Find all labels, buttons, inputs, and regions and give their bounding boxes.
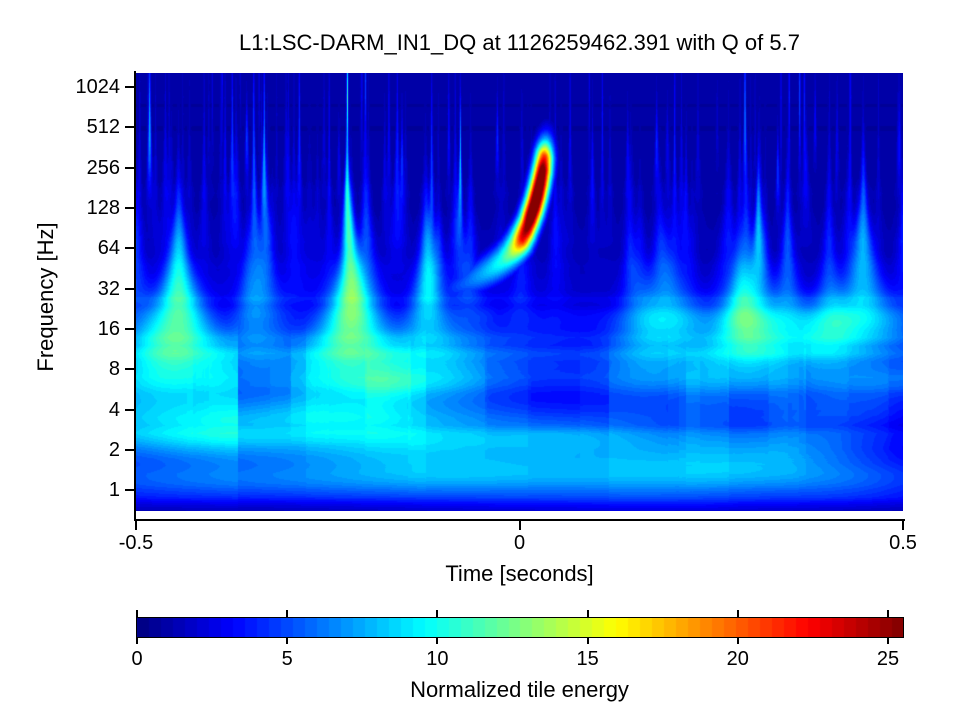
y-tick-label: 2 — [108, 438, 120, 461]
y-tick — [125, 247, 135, 250]
y-tick — [125, 166, 135, 169]
y-tick-label: 512 — [86, 116, 120, 139]
figure-title: L1:LSC-DARM_IN1_DQ at 1126259462.391 wit… — [239, 30, 800, 55]
y-tick — [125, 408, 135, 411]
x-axis-line — [134, 519, 905, 521]
y-tick-label: 64 — [97, 237, 120, 260]
y-tick — [125, 126, 135, 129]
x-tick — [518, 521, 521, 530]
y-tick — [125, 287, 135, 290]
y-tick — [125, 368, 135, 371]
x-axis-label: Time [seconds] — [445, 561, 594, 586]
y-tick — [125, 448, 135, 451]
y-tick-label: 128 — [86, 197, 120, 220]
x-tick-label: 0.5 — [889, 532, 917, 554]
colorbar-label: Normalized tile energy — [410, 677, 629, 702]
y-tick-label: 16 — [97, 317, 120, 340]
x-tick — [902, 521, 904, 530]
colorbar-tick-label: 25 — [876, 648, 900, 670]
y-tick-label: 1024 — [75, 76, 121, 99]
colorbar-tick-label: 10 — [426, 648, 449, 670]
spectrogram-canvas — [136, 73, 903, 511]
y-tick-label: 32 — [97, 277, 120, 300]
y-tick — [125, 207, 135, 210]
colorbar-tick-label: 15 — [576, 648, 599, 670]
y-tick — [125, 327, 135, 330]
x-tick-label: -0.5 — [118, 532, 154, 554]
y-axis-line — [134, 71, 136, 521]
colorbar — [136, 617, 904, 638]
y-tick — [125, 489, 135, 492]
x-tick — [135, 521, 137, 530]
colorbar-tick-label: 0 — [131, 648, 143, 670]
y-tick-label: 256 — [86, 156, 120, 179]
x-tick-label: 0 — [513, 532, 526, 554]
colorbar-tick-label: 5 — [281, 648, 293, 670]
y-tick — [125, 86, 135, 89]
y-tick-label: 1 — [108, 479, 120, 502]
y-tick-label: 8 — [108, 358, 120, 381]
y-tick-label: 4 — [108, 398, 120, 421]
colorbar-tick-label: 20 — [726, 648, 749, 670]
